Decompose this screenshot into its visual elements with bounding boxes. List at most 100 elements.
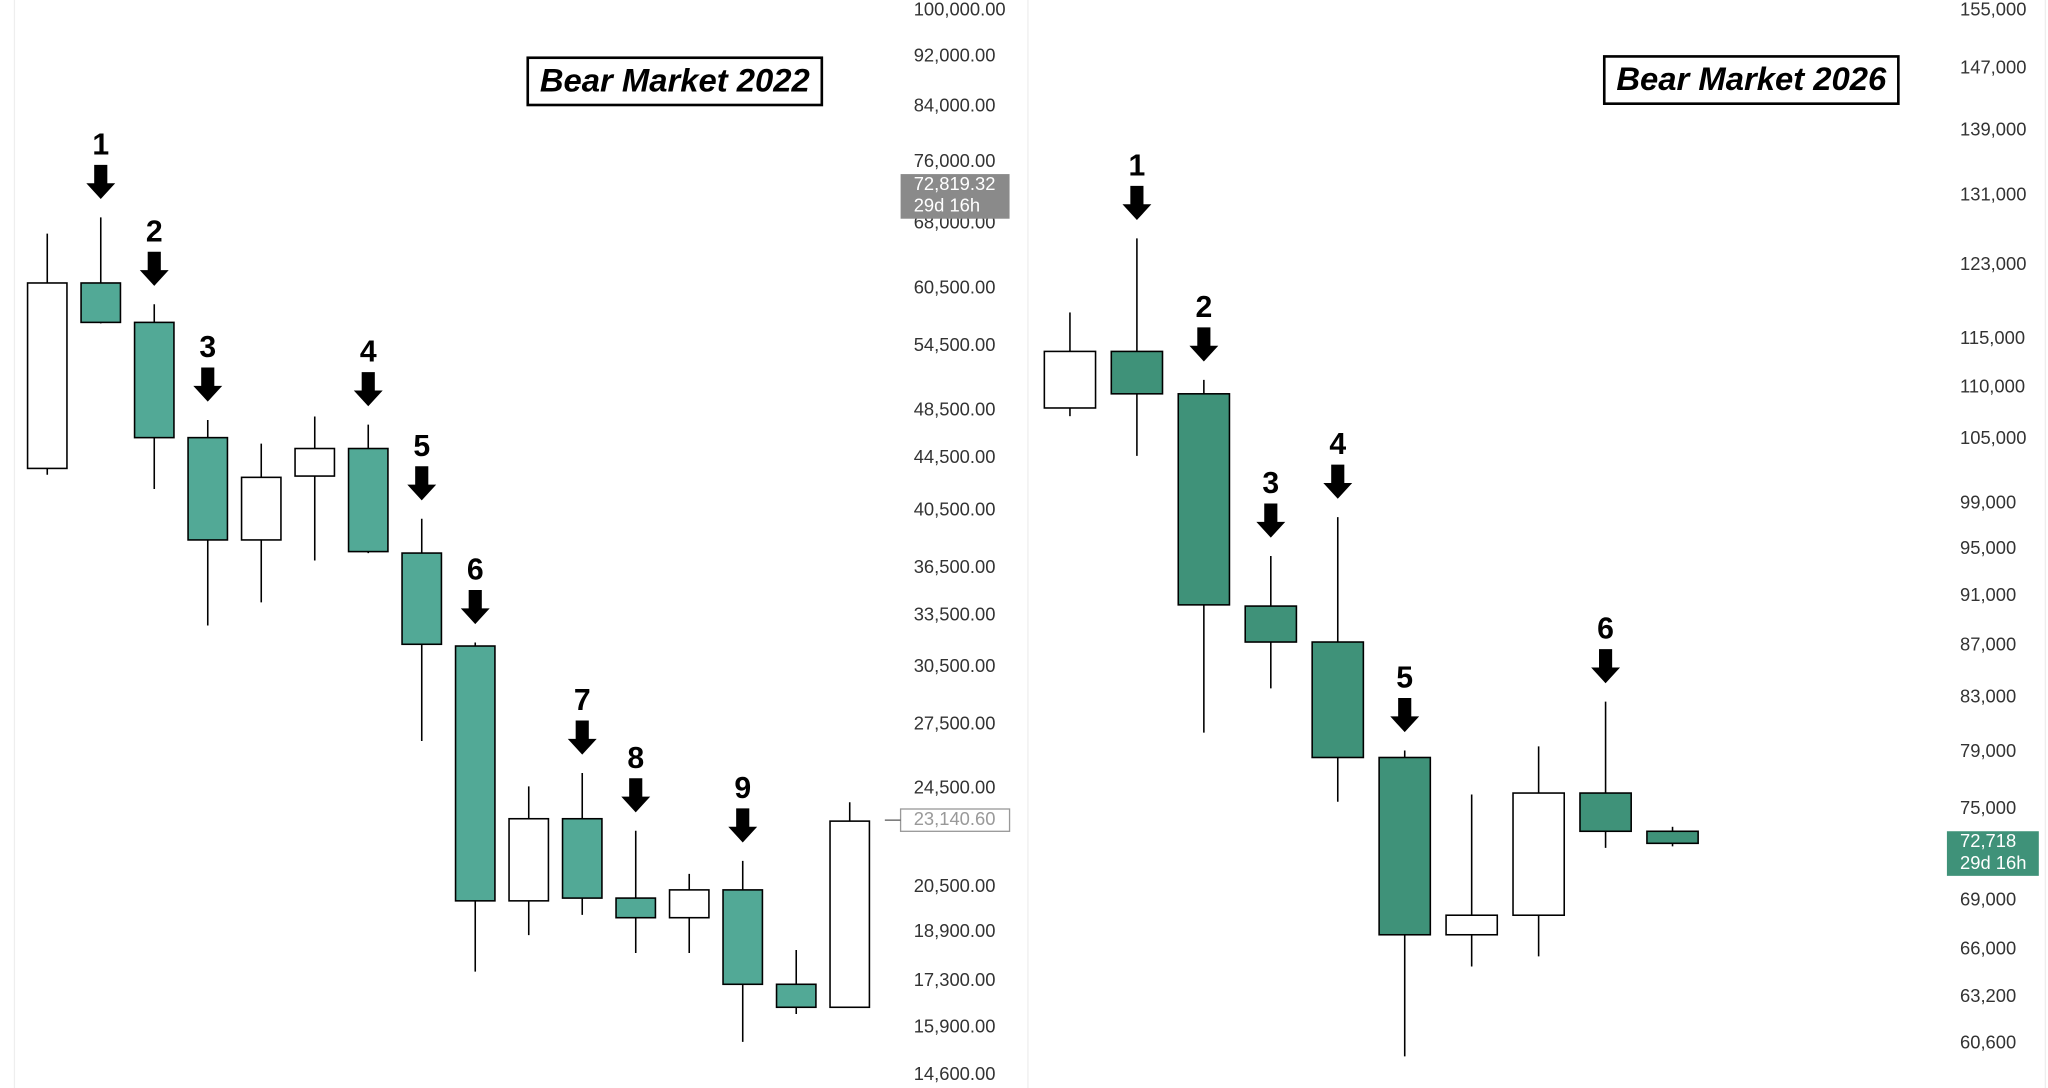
chart-title: Bear Market 2022 — [540, 61, 810, 98]
y-tick-label: 99,000 — [1960, 492, 2016, 513]
y-tick-label: 75,000 — [1960, 797, 2016, 818]
arrow-label: 8 — [627, 742, 644, 775]
candle-body — [1177, 393, 1231, 606]
arrow — [1122, 185, 1152, 221]
arrow-label: 2 — [146, 215, 163, 248]
candle-body — [80, 282, 122, 324]
y-tick-label: 131,000 — [1960, 183, 2026, 204]
candle-body — [454, 645, 496, 902]
arrow-label: 6 — [1597, 613, 1614, 646]
arrow-label: 6 — [467, 554, 484, 587]
arrow — [1591, 649, 1621, 684]
candle-body — [1512, 792, 1566, 917]
arrow-label: 4 — [1329, 428, 1346, 461]
candle-body — [1244, 605, 1298, 643]
candle-body — [829, 820, 871, 1009]
candle-body — [133, 321, 175, 439]
arrow-label: 7 — [574, 684, 591, 717]
price-tag-countdown: 29d 16h — [1960, 852, 2026, 873]
price-tag — [900, 174, 1010, 219]
arrow — [407, 466, 437, 501]
candle-body — [615, 897, 657, 919]
arrow — [139, 251, 169, 286]
y-tick-label: 30,500.00 — [914, 655, 996, 676]
candle-body — [187, 436, 229, 541]
y-tick-label: 100,000.00 — [914, 0, 1006, 19]
arrow-label: 9 — [734, 772, 751, 805]
candle-body — [26, 282, 68, 470]
y-tick-label: 105,000 — [1960, 427, 2026, 448]
y-tick-label: 18,900.00 — [914, 920, 996, 941]
candle-body — [775, 983, 817, 1009]
arrow — [353, 372, 383, 407]
arrow-label: 1 — [1129, 150, 1146, 183]
candle-body — [401, 552, 443, 646]
y-tick-label: 20,500.00 — [914, 875, 996, 896]
y-tick-label: 15,900.00 — [914, 1016, 996, 1037]
arrow — [193, 367, 223, 402]
chart-title: Bear Market 2026 — [1616, 60, 1887, 97]
y-tick-label: 40,500.00 — [914, 498, 996, 519]
title-box — [526, 56, 824, 107]
y-tick-label: 83,000 — [1960, 685, 2016, 706]
candle-body — [1378, 756, 1432, 936]
y-tick-label: 115,000 — [1960, 327, 2025, 348]
arrow-label: 2 — [1195, 291, 1212, 324]
arrow-label: 3 — [1262, 467, 1279, 500]
candle-body — [722, 889, 764, 986]
arrow — [1323, 464, 1353, 499]
arrow — [621, 778, 651, 813]
y-tick-label: 24,500.00 — [914, 776, 996, 797]
y-tick-label: 66,000 — [1960, 938, 2016, 959]
arrow-label: 4 — [360, 336, 377, 369]
y-tick-label: 147,000 — [1960, 57, 2026, 78]
y-tick-label: 44,500.00 — [914, 446, 996, 467]
y-tick-label: 110,000 — [1960, 376, 2025, 397]
y-tick-label: 155,000 — [1960, 0, 2026, 19]
y-tick-label: 48,500.00 — [914, 399, 996, 420]
y-tick-label: 95,000 — [1960, 537, 2016, 558]
candle-body — [1646, 830, 1699, 845]
y-tick-label: 63,200 — [1960, 985, 2016, 1006]
arrow-label: 5 — [413, 430, 430, 463]
y-tick-label: 92,000.00 — [914, 44, 996, 65]
y-tick-label: 76,000.00 — [914, 150, 996, 171]
arrow — [1256, 503, 1286, 538]
candle-body — [1579, 792, 1632, 833]
y-tick-label: 84,000.00 — [914, 95, 996, 116]
y-tick-label: 79,000 — [1960, 740, 2016, 761]
price-tag-label: 23,140.60 — [914, 808, 996, 829]
y-tick-label: 69,000 — [1960, 889, 2016, 910]
candle-body — [1445, 914, 1499, 936]
price-tag-countdown: 29d 16h — [914, 195, 980, 216]
candle-body — [508, 817, 550, 902]
candle-body — [347, 447, 389, 553]
candle-body — [240, 476, 282, 541]
price-tag — [1946, 831, 2039, 876]
y-tick-label: 139,000 — [1960, 118, 2026, 139]
arrow — [728, 808, 758, 843]
y-tick-label: 27,500.00 — [914, 713, 996, 734]
y-tick-label: 60,600 — [1960, 1031, 2016, 1052]
y-tick-label: 54,500.00 — [914, 334, 996, 355]
candle-body — [561, 817, 603, 899]
arrow — [1189, 327, 1219, 362]
arrow — [1390, 698, 1420, 733]
title-box — [1602, 55, 1900, 105]
arrow-label: 3 — [199, 331, 216, 364]
y-tick-label: 36,500.00 — [914, 556, 996, 577]
y-tick-label: 60,500.00 — [914, 276, 996, 297]
arrow — [86, 164, 116, 199]
y-tick-label: 91,000 — [1960, 584, 2016, 605]
y-tick-label: 17,300.00 — [914, 969, 996, 990]
y-tick-label: 87,000 — [1960, 634, 2016, 655]
price-tag-label: 72,718 — [1960, 830, 2016, 851]
candle-body — [1311, 641, 1365, 759]
price-tag-label: 72,819.32 — [914, 173, 996, 194]
y-tick-label: 14,600.00 — [914, 1063, 996, 1084]
candle-body — [668, 889, 710, 919]
arrow-label: 5 — [1396, 662, 1413, 695]
arrow — [460, 590, 490, 625]
